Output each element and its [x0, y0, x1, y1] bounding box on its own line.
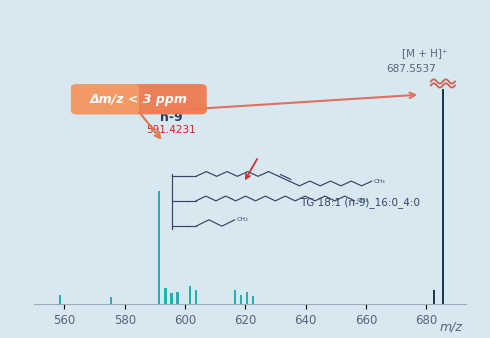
Bar	[158, 191, 160, 304]
Bar	[246, 292, 248, 304]
Bar	[252, 296, 254, 304]
Text: Δm/z < 3 ppm: Δm/z < 3 ppm	[90, 93, 188, 106]
Text: m/z: m/z	[440, 321, 463, 334]
FancyBboxPatch shape	[71, 84, 207, 114]
Bar	[189, 286, 191, 304]
Bar	[59, 295, 61, 304]
Bar	[165, 288, 167, 304]
Text: [M + H]⁺: [M + H]⁺	[402, 48, 447, 58]
FancyBboxPatch shape	[71, 84, 139, 114]
Text: 687.5537: 687.5537	[387, 64, 437, 74]
Bar	[240, 295, 242, 304]
Text: n-9: n-9	[160, 111, 183, 124]
Text: 591.4231: 591.4231	[147, 125, 196, 136]
Bar	[442, 89, 444, 304]
Bar	[110, 297, 112, 304]
Bar	[433, 290, 435, 304]
Bar	[171, 293, 172, 304]
Bar	[195, 290, 196, 304]
Bar	[176, 291, 178, 304]
Bar	[234, 290, 236, 304]
Text: TG 18:1 (n-9)_16:0_4:0: TG 18:1 (n-9)_16:0_4:0	[300, 197, 420, 208]
